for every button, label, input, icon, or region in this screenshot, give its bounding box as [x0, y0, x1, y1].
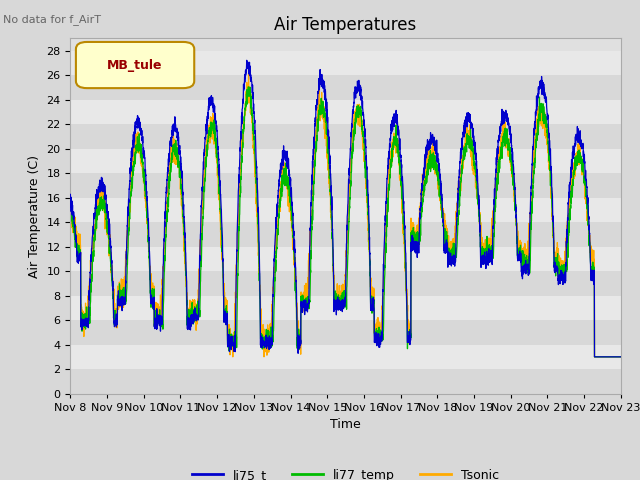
Legend: li75_t, li77_temp, Tsonic: li75_t, li77_temp, Tsonic	[187, 464, 504, 480]
Bar	[70, 149, 621, 173]
FancyBboxPatch shape	[76, 42, 195, 88]
Bar	[70, 75, 621, 100]
Y-axis label: Air Temperature (C): Air Temperature (C)	[28, 155, 41, 277]
Bar	[70, 198, 621, 222]
Text: MB_tule: MB_tule	[107, 59, 163, 72]
Bar	[70, 124, 621, 149]
Bar	[70, 51, 621, 75]
Text: No data for f_AirT: No data for f_AirT	[3, 14, 101, 25]
Bar	[70, 296, 621, 320]
Title: Air Temperatures: Air Temperatures	[275, 16, 417, 34]
Bar	[70, 100, 621, 124]
Bar	[70, 222, 621, 247]
Bar	[70, 345, 621, 369]
Bar	[70, 369, 621, 394]
Bar	[70, 173, 621, 198]
Bar	[70, 320, 621, 345]
X-axis label: Time: Time	[330, 418, 361, 431]
Bar	[70, 271, 621, 296]
Bar	[70, 247, 621, 271]
